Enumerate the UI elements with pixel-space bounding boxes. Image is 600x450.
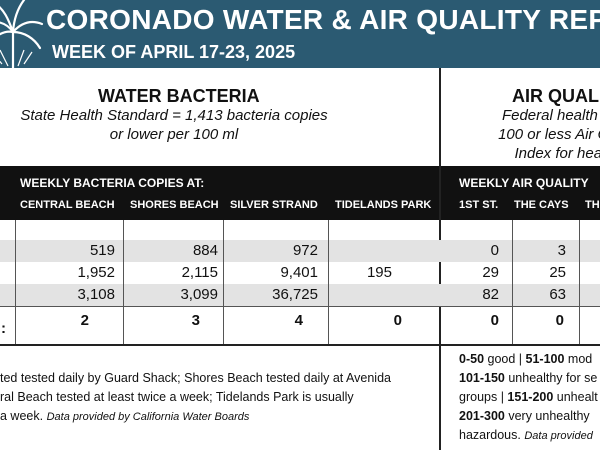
water-cell: 2,115: [181, 264, 218, 281]
water-note-line: a week.: [0, 409, 44, 423]
air-cell: 29: [482, 264, 499, 281]
air-standard-line: 100 or less Air Qua: [498, 126, 600, 143]
air-count-cell: 0: [490, 312, 499, 329]
aqi-range: 201-300: [459, 409, 505, 423]
water-section-title: WATER BACTERIA: [98, 86, 260, 106]
col-the-cays: THE CAYS: [514, 199, 569, 211]
water-cell: 195: [366, 264, 392, 281]
col-1st-st: 1ST ST.: [459, 199, 499, 211]
water-source: Data provided by California Water Boards: [46, 411, 250, 423]
air-source: Data provided: [524, 430, 593, 442]
table-row-band: [0, 240, 600, 262]
table-row-band: [0, 284, 600, 306]
aqi-range: 101-150: [459, 371, 505, 385]
air-legend: 0-50 good | 51-100 mod 101-150 unhealthy…: [459, 350, 598, 446]
aqi-desc: very unhealthy: [504, 409, 590, 423]
water-standard: State Health Standard = 1,413 bacteria c…: [0, 106, 348, 144]
water-cell: 1,952: [77, 264, 115, 281]
col-tidelands-park: TIDELANDS PARK: [335, 199, 432, 211]
aqi-desc: hazardous.: [459, 428, 525, 442]
water-note-line: ral Beach tested at least twice a week; …: [0, 390, 354, 404]
palm-tree-logo-icon: [0, 0, 44, 72]
water-note-line: ted tested daily by Guard Shack; Shores …: [0, 371, 391, 385]
aqi-desc: groups |: [459, 390, 508, 404]
report-week: WEEK OF APRIL 17-23, 2025: [52, 42, 296, 62]
aqi-desc: unhealthy for se: [504, 371, 598, 385]
air-cell: 82: [482, 286, 499, 303]
row-rule: [0, 306, 600, 307]
aqi-desc: mod: [564, 352, 593, 366]
water-standard-line: or lower per 100 ml: [109, 126, 239, 143]
water-cell: 9,401: [280, 264, 318, 281]
water-cell: [328, 240, 418, 262]
water-standard-line: State Health Standard = 1,413 bacteria c…: [20, 107, 328, 124]
aqi-desc: good |: [484, 352, 526, 366]
water-table-header: WEEKLY BACTERIA COPIES AT: CENTRAL BEACH…: [0, 166, 439, 220]
air-standard: Federal health sta 100 or less Air Qua I…: [452, 106, 600, 163]
aqi-range: 51-100: [525, 352, 565, 366]
table-bottom-rule: [0, 344, 600, 346]
water-notes: ted tested daily by Guard Shack; Shores …: [0, 369, 391, 427]
water-bar-label: WEEKLY BACTERIA COPIES AT:: [20, 176, 205, 190]
col-silver-strand: SILVER STRAND: [230, 199, 318, 211]
grid-line: [123, 220, 124, 344]
water-count-cell: 4: [294, 312, 303, 329]
air-standard-line: Federal health sta: [501, 107, 600, 124]
air-cell: 3: [557, 242, 566, 259]
water-count-cell: 0: [393, 312, 402, 329]
grid-line: [15, 220, 16, 344]
grid-line: [512, 220, 513, 344]
col-shores-beach: SHORES BEACH: [130, 199, 219, 211]
water-count-cell: 2: [80, 312, 89, 329]
water-cell: 36,725: [272, 286, 318, 303]
water-count-cell: 3: [191, 312, 200, 329]
water-cell: 972: [292, 242, 318, 259]
air-count-cell: 0: [555, 312, 564, 329]
air-table-header: WEEKLY AIR QUALITY 1ST ST. THE CAYS TH: [441, 166, 600, 220]
air-standard-line: Index for healt: [514, 145, 600, 162]
aqi-range: 0-50: [459, 352, 485, 366]
water-cell: 884: [192, 242, 218, 259]
grid-line: [328, 220, 329, 344]
col-third-partial: TH: [585, 199, 600, 211]
water-cell: 3,099: [180, 286, 218, 303]
air-cell: 25: [549, 264, 566, 281]
air-section-title: AIR QUALIT: [512, 86, 600, 106]
grid-line: [579, 220, 580, 344]
report-header: CORONADO WATER & AIR QUALITY REPO WEEK O…: [0, 0, 600, 72]
air-cell: 0: [490, 242, 499, 259]
grid-line: [223, 220, 224, 344]
report-title: CORONADO WATER & AIR QUALITY REPO: [46, 4, 600, 35]
air-cell: 63: [549, 286, 566, 303]
col-central-beach: CENTRAL BEACH: [20, 199, 115, 211]
aqi-desc: unhealt: [553, 390, 598, 404]
water-cell: 3,108: [77, 286, 115, 303]
air-bar-label: WEEKLY AIR QUALITY: [459, 176, 589, 190]
water-cell: [328, 284, 418, 306]
aqi-range: 151-200: [507, 390, 554, 404]
row-stub: :: [1, 320, 6, 337]
water-cell: 519: [89, 242, 115, 259]
